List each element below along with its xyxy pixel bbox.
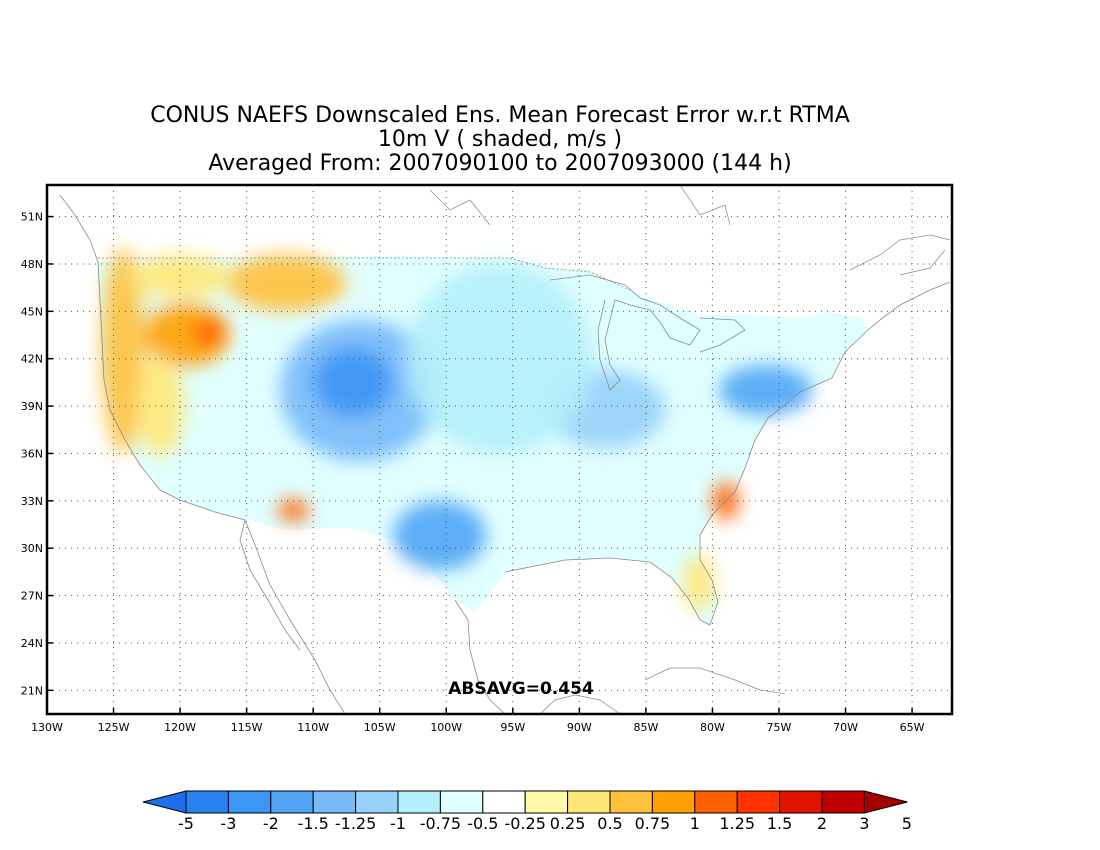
lon-tick-label: 120W [164,721,196,734]
colorbar-swatch [567,790,611,814]
colorbar-swatch [312,790,357,814]
colorbar-swatch [609,790,653,814]
colorbar-swatch [185,790,229,814]
geographic-outlines [59,185,951,714]
field-patch-northeast-cool [719,365,813,416]
colorbar-swatch [779,790,823,814]
field-patch-plains-light [406,263,593,454]
colorbar-swatch [227,790,272,814]
colorbar-label: 2 [817,814,827,833]
field-patch-west-coast-band [101,248,145,454]
lon-tick-label: 65W [900,721,925,734]
colorbar-label: -3 [220,814,236,833]
field-patch-texas-cool [393,500,487,571]
lat-lon-grid [47,185,952,714]
colorbar-swatch [355,790,399,814]
colorbar: -5 -3 -2 -1.5 -1.25 -1 -0.75 -0.5 -0.25 0.25 0.5 0.… [142,790,912,833]
lon-tick-label: 80W [700,721,725,734]
field-patch-florida-warm [683,554,716,612]
title-line-1: CONUS NAEFS Downscaled Ens. Mean Forecas… [150,103,850,128]
lat-tick-label: 45N [21,305,43,318]
lon-tick-label: 85W [633,721,658,734]
lon-tick-label: 130W [31,721,63,734]
colorbar-swatch [397,790,441,814]
colorbar-label: 1 [690,814,700,833]
lon-tick-label: 70W [833,721,858,734]
cuba-outline [644,667,786,695]
colorbar-label: 0.25 [550,814,586,833]
great-lakes [549,274,746,391]
lon-tick-label: 90W [567,721,592,734]
field-patch-oregon-hot [193,317,226,347]
colorbar-label: -2 [263,814,279,833]
lon-tick-label: 105W [364,721,396,734]
field-patch-rockies-cooler [313,347,394,418]
lat-tick-label: 30N [21,542,43,555]
shaded-field [97,248,868,625]
lat-tick-label: 21N [21,684,43,697]
colorbar-label: -1 [390,814,406,833]
colorbar-label: -0.5 [467,814,498,833]
lon-tick-label: 115W [231,721,263,734]
field-patch-washington-warm [129,254,231,299]
baja-coast [239,519,301,651]
lat-tick-label: 42N [21,353,43,366]
field-patch-california-warm [136,355,185,457]
gulf-coast [454,557,711,714]
colorbar-label: 1.5 [767,814,792,833]
colorbar-label: 1.25 [719,814,755,833]
lat-tick-label: 33N [21,495,43,508]
lat-tick-label: 48N [21,258,43,271]
coastline-west [59,194,346,714]
colorbar-swatch [736,790,781,814]
colorbar-swatch [439,790,484,814]
colorbar-label: 5 [902,814,912,833]
colorbar-arrow-high [863,790,908,814]
colorbar-label: -5 [178,814,194,833]
colorbar-swatch [651,790,696,814]
lat-tick-label: 51N [21,211,43,224]
colorbar-label: 0.5 [597,814,622,833]
colorbar-label: -1.25 [335,814,376,833]
colorbar-swatch [524,790,569,814]
field-patch-arizona-hot [277,499,310,522]
axis-tick-labels: 130W 125W 120W 115W 110W 105W 100W 95W 90W 85W 80W… [21,211,925,734]
colorbar-label: -0.75 [420,814,461,833]
colorbar-label: 3 [859,814,869,833]
colorbar-swatch [482,790,526,814]
lat-tick-label: 36N [21,447,43,460]
colorbar-swatch [694,790,738,814]
yucatan-outline [539,694,621,714]
colorbar-swatch [821,790,865,814]
colorbar-arrow-low [142,790,187,814]
title-line-3: Averaged From: 2007090100 to 2007093000 … [208,151,792,176]
colorbar-label: 0.75 [635,814,671,833]
lon-tick-label: 75W [767,721,792,734]
lon-tick-label: 100W [430,721,462,734]
field-patch-montana-warm [226,254,347,312]
absavg-annotation: ABSAVG=0.454 [448,679,594,699]
colorbar-label: -1.5 [298,814,329,833]
lon-tick-label: 95W [500,721,525,734]
atlantic-coast [699,281,951,626]
lon-tick-label: 125W [98,721,130,734]
map-frame [45,183,954,716]
colorbar-label: -0.25 [504,814,545,833]
canada-north [429,185,951,276]
canada-border [98,257,631,291]
colorbar-swatch [270,790,314,814]
lat-tick-label: 39N [21,400,43,413]
lon-tick-label: 110W [297,721,329,734]
lat-tick-label: 27N [21,590,43,603]
title-line-2: 10m V ( shaded, m/s ) [377,127,623,152]
lat-tick-label: 24N [21,637,43,650]
